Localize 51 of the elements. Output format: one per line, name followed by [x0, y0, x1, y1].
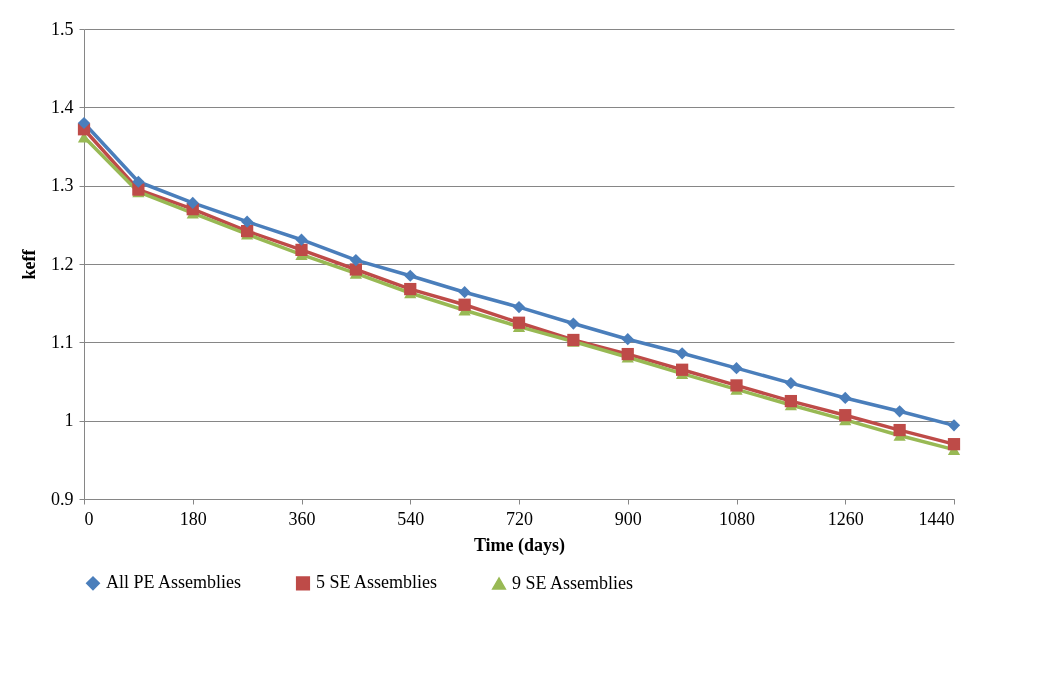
- x-tick-label: 1440: [918, 508, 955, 529]
- point: [295, 233, 308, 246]
- y-tick-label: 1.3: [51, 175, 74, 196]
- x-tick-label: 180: [179, 508, 207, 529]
- y-tick-label: 0.9: [51, 488, 74, 509]
- point: [404, 282, 417, 296]
- point: [349, 263, 362, 276]
- y-tick-label: 1.4: [51, 96, 74, 117]
- point: [730, 379, 743, 392]
- point: [784, 376, 797, 390]
- x-tick-label: 720: [506, 508, 533, 529]
- x-tick-label: 1260: [827, 508, 864, 529]
- x-axis-title: Time (days): [473, 534, 566, 556]
- x-tick-label: 360: [288, 508, 316, 529]
- legend-label: 9 SE Assemblies: [512, 572, 634, 593]
- x-tick-label: 540: [397, 508, 425, 529]
- legend-label: 5 SE Assemblies: [316, 572, 438, 593]
- y-tick-label: 1.1: [51, 331, 74, 352]
- point: [784, 394, 797, 408]
- point: [839, 391, 852, 405]
- point: [512, 316, 526, 329]
- y-tick-label: 1: [64, 410, 74, 431]
- point: [241, 224, 254, 238]
- point: [621, 333, 634, 346]
- point: [458, 298, 471, 311]
- point: [295, 243, 308, 257]
- point: [839, 409, 852, 422]
- x-tick-label: 0: [84, 508, 94, 529]
- legend-label: All PE Assemblies: [106, 572, 242, 593]
- y-tick-label: 1.2: [51, 253, 74, 274]
- y-tick-label: 1.5: [51, 18, 74, 39]
- point: [730, 362, 743, 375]
- point: [77, 116, 91, 130]
- point: [349, 253, 362, 267]
- point: [458, 286, 471, 299]
- point: [893, 405, 906, 418]
- point: [676, 363, 689, 376]
- point: [241, 215, 254, 228]
- point: [621, 347, 634, 361]
- point: [186, 196, 199, 210]
- point: [132, 175, 145, 188]
- point: [512, 300, 526, 314]
- point: [676, 347, 689, 360]
- x-tick-label: 1080: [719, 508, 755, 529]
- y-axis-title: keff: [19, 248, 39, 280]
- point: [947, 438, 961, 451]
- point: [947, 419, 961, 432]
- x-tick-label: 900: [614, 508, 642, 529]
- point: [404, 269, 417, 282]
- point: [567, 317, 580, 330]
- point: [893, 423, 906, 437]
